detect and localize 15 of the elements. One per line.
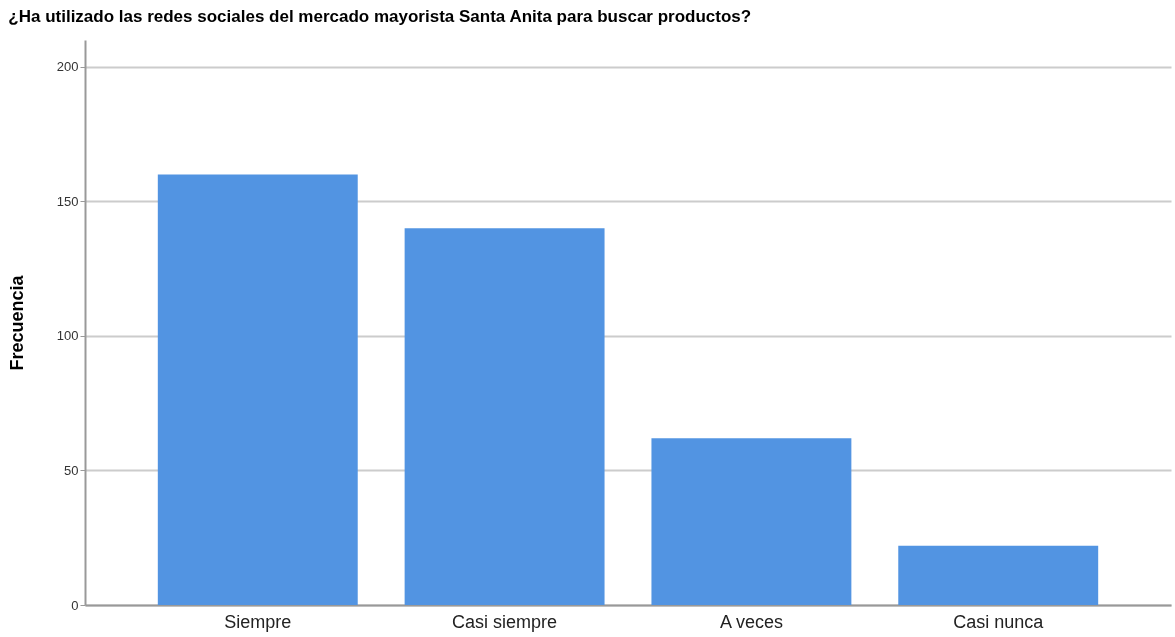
y-tick-label: 50 [64,462,79,478]
y-tick-label: 0 [71,597,79,613]
bar [651,438,852,605]
bar [898,545,1099,605]
chart-title: ¿Ha utilizado las redes sociales del mercado mayorista Santa Anita para buscar productos? [8,7,752,26]
y-axis-title: Frecuencia [6,274,27,371]
x-tick-label: Casi nunca [953,611,1045,632]
y-tick-label: 100 [56,328,79,344]
x-tick-label: Siempre [224,611,292,632]
y-tick-label: 150 [56,193,79,209]
bar [404,228,605,605]
x-tick-label: Casi siempre [452,611,558,632]
bar [157,174,358,605]
x-tick-label: A veces [719,611,783,632]
y-tick-label: 200 [56,59,79,75]
